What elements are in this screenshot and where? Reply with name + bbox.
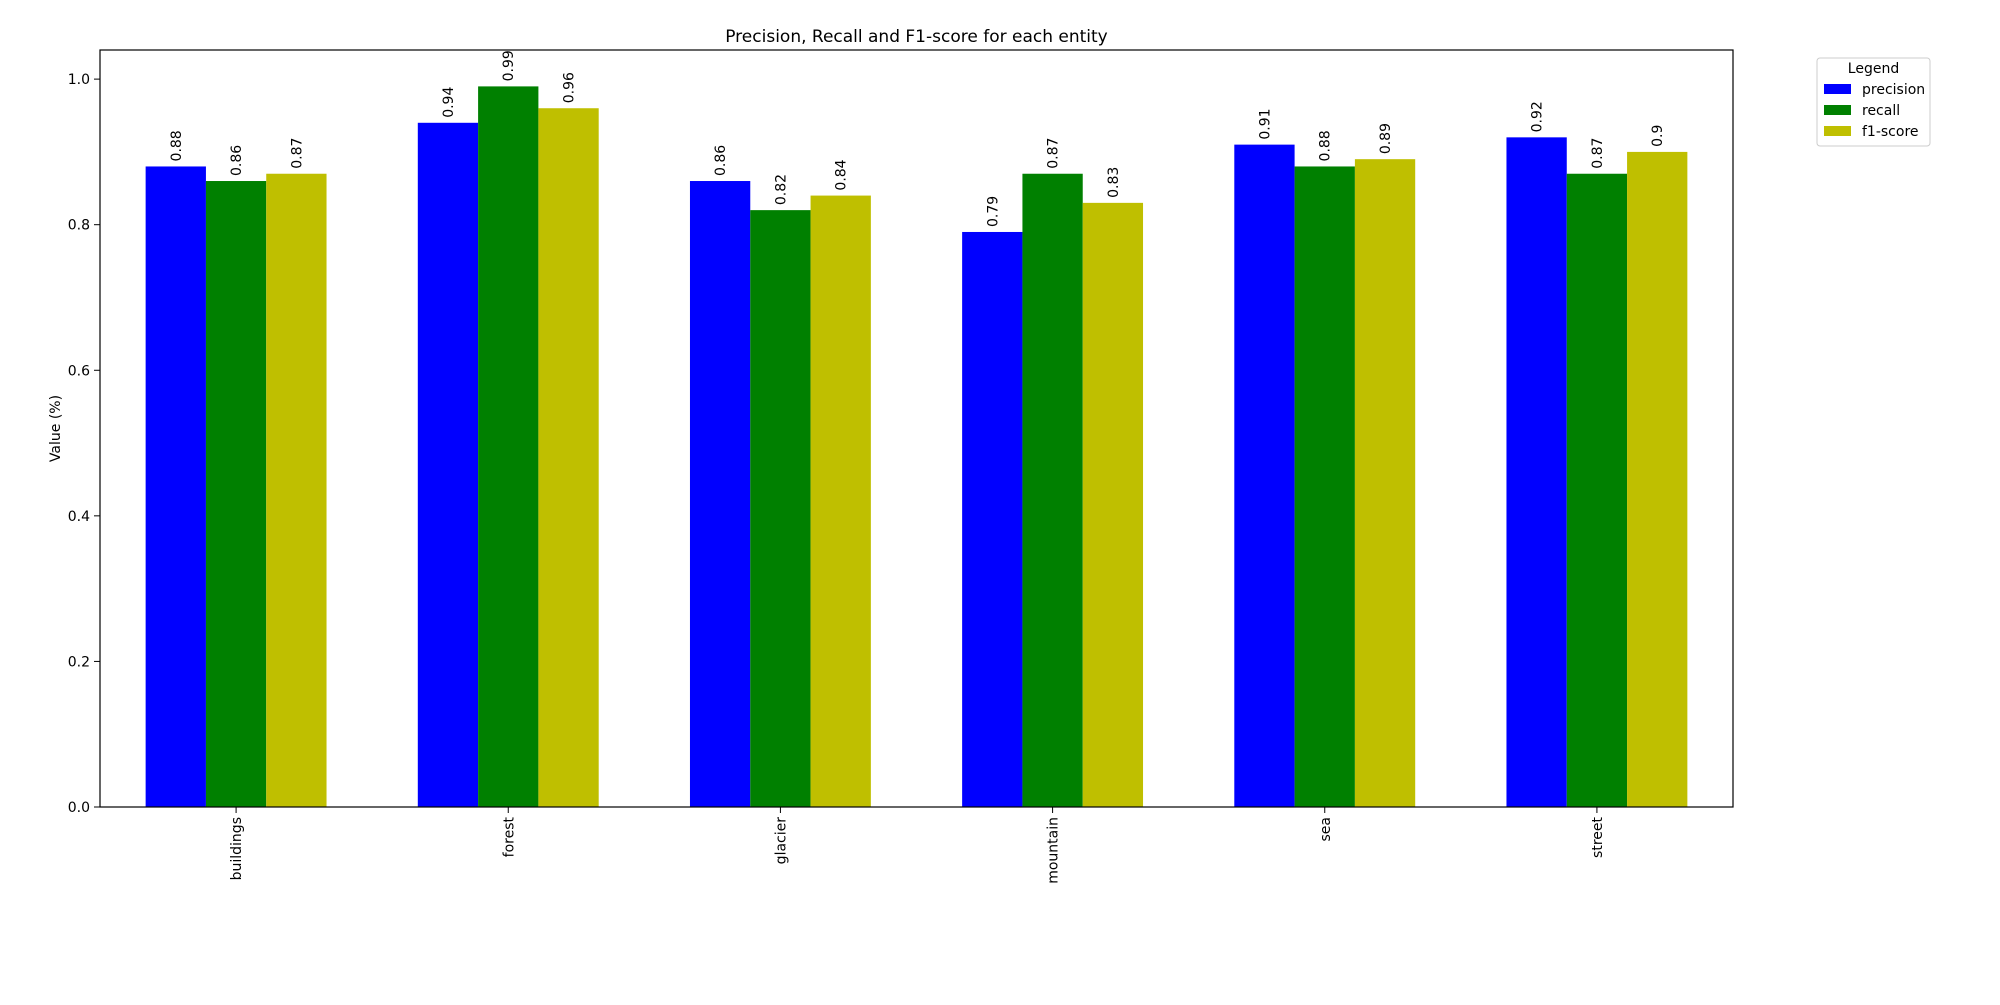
bar-value-label: 0.87 bbox=[289, 138, 305, 169]
bar-value-label: 0.82 bbox=[773, 174, 789, 205]
bar-precision-street bbox=[1506, 137, 1567, 807]
bar-value-label: 0.79 bbox=[985, 196, 1001, 227]
x-tick-label-buildings: buildings bbox=[229, 817, 245, 880]
bar-value-label: 0.87 bbox=[1046, 138, 1062, 169]
bar-f1-score-sea bbox=[1354, 159, 1416, 808]
legend-title: Legend bbox=[1848, 61, 1899, 77]
bar-value-label: 0.88 bbox=[169, 130, 185, 161]
x-tick-label-glacier: glacier bbox=[773, 817, 789, 865]
bar-value-label: 0.88 bbox=[1318, 130, 1334, 161]
legend-box bbox=[1816, 57, 1931, 147]
x-tick-label-street: street bbox=[1590, 816, 1606, 857]
bar-precision-buildings bbox=[145, 166, 206, 807]
x-axis: buildings forest glacier mountain sea street bbox=[229, 807, 1606, 884]
bar-f1-score-mountain bbox=[1082, 202, 1144, 807]
bar-value-label: 0.83 bbox=[1106, 167, 1122, 198]
y-axis-label: Value (%) bbox=[48, 395, 64, 462]
bar-precision-glacier bbox=[689, 181, 751, 807]
bar-value-label: 0.89 bbox=[1378, 123, 1394, 154]
y-tick-label: 0.0 bbox=[68, 800, 90, 816]
legend-label-recall: recall bbox=[1862, 103, 1900, 119]
chart-title: Precision, Recall and F1-score for each … bbox=[725, 27, 1108, 47]
bar-value-label: 0.84 bbox=[834, 159, 850, 190]
bar-recall-buildings bbox=[205, 181, 267, 807]
legend-swatch-recall bbox=[1824, 105, 1851, 115]
legend-swatch-precision bbox=[1824, 84, 1851, 94]
legend-label-precision: precision bbox=[1862, 82, 1925, 98]
y-tick-label: 1.0 bbox=[68, 72, 90, 88]
bar-value-label: 0.94 bbox=[441, 87, 457, 118]
bar-recall-street bbox=[1566, 173, 1628, 808]
x-tick-label-mountain: mountain bbox=[1046, 817, 1062, 884]
y-axis: 0.0 0.2 0.4 0.6 0.8 1.0 bbox=[68, 72, 100, 816]
y-tick-label: 0.4 bbox=[68, 509, 90, 525]
bar-f1-score-forest bbox=[538, 108, 599, 807]
bar-value-label: 0.92 bbox=[1530, 101, 1546, 132]
bar-value-label: 0.91 bbox=[1257, 108, 1273, 139]
bar-precision-sea bbox=[1234, 144, 1295, 807]
bar-value-label: 0.96 bbox=[562, 72, 578, 103]
x-tick-label-sea: sea bbox=[1318, 817, 1334, 842]
bar-value-label: 0.9 bbox=[1650, 125, 1666, 147]
bar-precision-mountain bbox=[962, 231, 1023, 807]
x-tick-label-forest: forest bbox=[501, 816, 517, 857]
bar-f1-score-buildings bbox=[266, 173, 327, 808]
bar-recall-sea bbox=[1294, 166, 1355, 807]
bar-value-label: 0.86 bbox=[713, 145, 729, 176]
bar-value-label: 0.87 bbox=[1590, 138, 1606, 169]
bar-recall-forest bbox=[478, 86, 539, 808]
legend-swatch-f1-score bbox=[1824, 126, 1851, 136]
bar-precision-forest bbox=[417, 122, 479, 808]
value-labels-layer: 0.88 0.86 0.87 0.94 0.99 0.96 0.86 0.82 0.84 0.79… bbox=[169, 50, 1666, 227]
legend: Legend precision recall f1-score bbox=[1816, 57, 1931, 147]
bar-f1-score-glacier bbox=[810, 195, 871, 808]
bar-value-label: 0.86 bbox=[229, 145, 245, 176]
bar-value-label: 0.99 bbox=[501, 50, 517, 81]
plot-area-frame bbox=[99, 49, 1734, 808]
y-tick-label: 0.2 bbox=[68, 654, 90, 670]
bar-f1-score-street bbox=[1627, 151, 1688, 808]
bar-recall-mountain bbox=[1022, 173, 1083, 808]
legend-label-f1-score: f1-score bbox=[1862, 124, 1919, 140]
y-tick-label: 0.8 bbox=[68, 218, 90, 234]
bars-layer bbox=[145, 86, 1688, 808]
bar-recall-glacier bbox=[750, 210, 811, 807]
y-tick-label: 0.6 bbox=[68, 363, 90, 379]
